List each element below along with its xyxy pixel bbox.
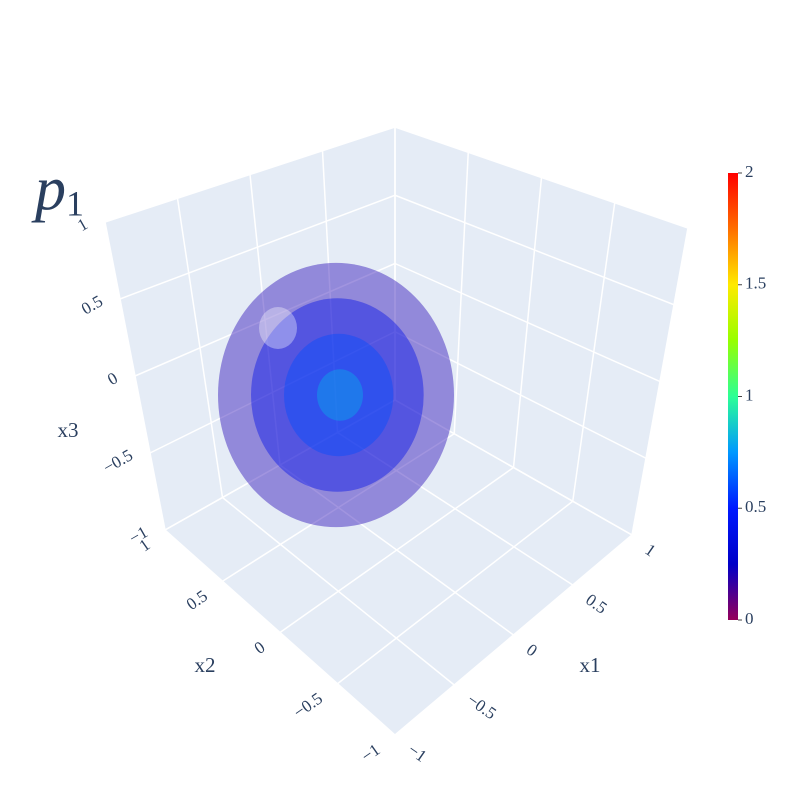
grid-line [394, 399, 633, 536]
x2-tick-label: 0.5 [183, 586, 211, 614]
grid-line [337, 500, 574, 685]
x1-tick-label: 0.5 [582, 590, 610, 618]
x1-tick-label: −1 [404, 740, 430, 766]
isosurface-shell [317, 369, 363, 421]
colorbar [728, 173, 738, 620]
colorbar-tick-label: 2 [745, 162, 754, 181]
x1-tick-label: 0 [523, 640, 541, 660]
x2-axis-title: x2 [195, 653, 216, 677]
floor-plane [165, 400, 632, 735]
isosurface-shell [284, 333, 394, 457]
grid-line [394, 194, 675, 306]
x1-tick-label: 1 [641, 540, 659, 560]
wall-x1 [395, 127, 688, 535]
grid-line [394, 331, 647, 459]
x1-tick-label: −0.5 [464, 690, 500, 723]
grid-line [104, 126, 396, 223]
wall-x2 [105, 127, 395, 530]
chart-title: p [31, 155, 66, 223]
colorbar-tick-label: 0.5 [745, 497, 766, 516]
x3-tick-label: 0.5 [78, 291, 106, 318]
grid-line [149, 331, 396, 454]
chart-title-subscript: 1 [66, 183, 84, 223]
scene [104, 126, 689, 736]
x2-tick-label: 0 [251, 637, 269, 657]
x3-tick-label: −0.5 [100, 445, 136, 477]
grid-line [222, 433, 455, 582]
isosurface-shell [251, 298, 424, 492]
grid-line [119, 194, 396, 300]
grid-line [394, 126, 689, 229]
colorbar-tick-label: 1 [745, 385, 754, 404]
grid-line [279, 466, 514, 634]
x2-tick-label: 1 [136, 535, 154, 555]
isosurface-shell [218, 262, 454, 528]
specular-highlight [259, 307, 297, 349]
x3-tick-label: 0 [104, 368, 121, 389]
grid-line [394, 534, 633, 736]
x2-tick-label: −0.5 [290, 689, 326, 722]
x2-tick-label: −1 [358, 740, 384, 766]
x1-axis-title: x1 [580, 653, 601, 677]
x3-axis-title: x3 [58, 418, 79, 442]
grid-line [134, 262, 396, 377]
grid-line [164, 399, 396, 531]
colorbar-tick-label: 0 [745, 609, 754, 628]
grid-line [394, 262, 661, 383]
colorbar-tick-label: 1.5 [745, 274, 766, 293]
x3-tick-label: 1 [74, 214, 91, 235]
